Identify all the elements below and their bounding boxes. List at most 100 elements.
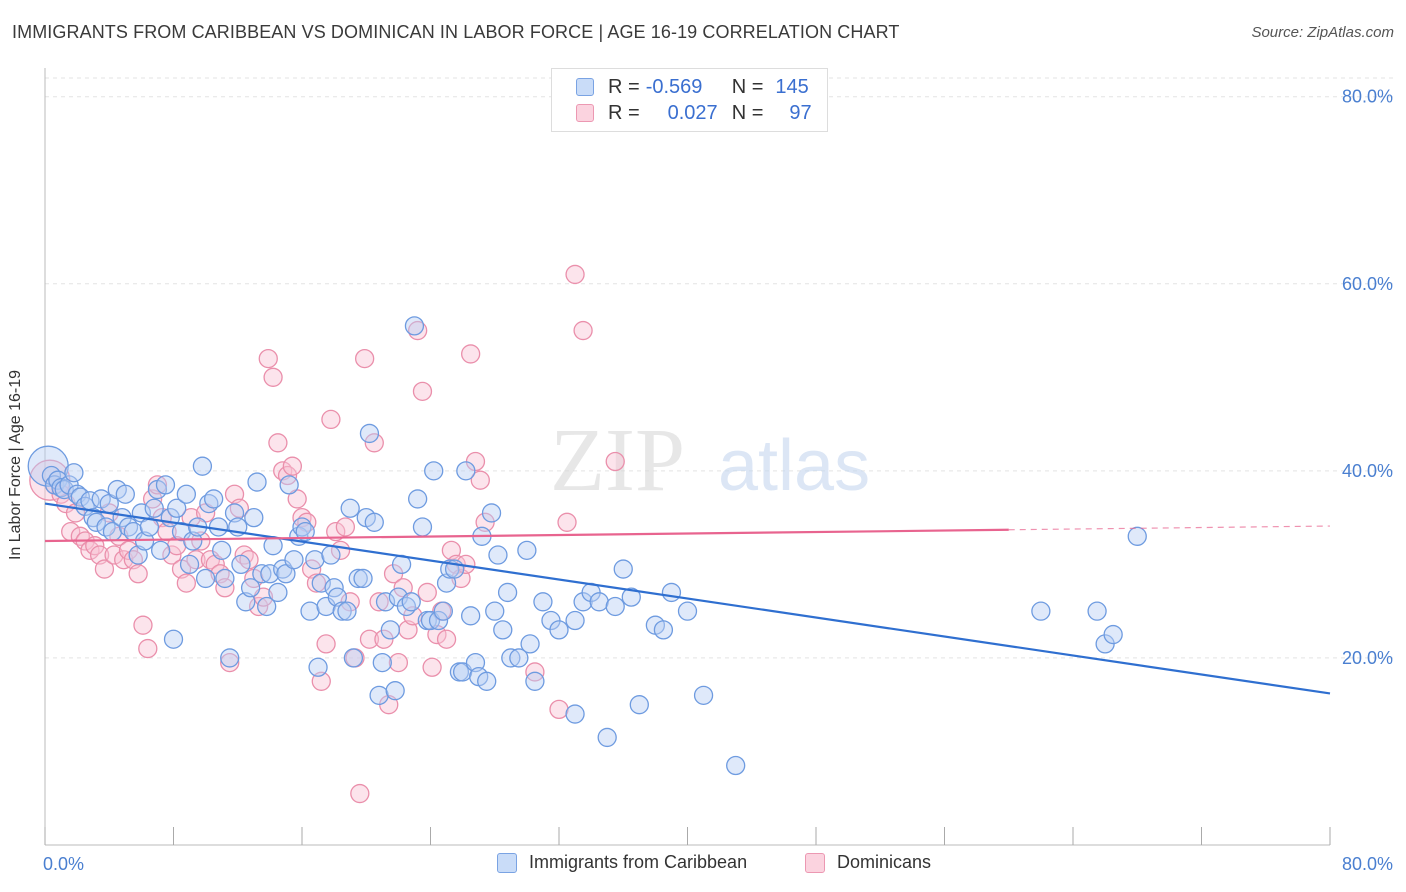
dominican-point xyxy=(220,652,240,673)
caribbean-point xyxy=(244,507,264,528)
series-legend-dominicans: Dominicans xyxy=(805,852,931,873)
caribbean-point xyxy=(284,550,304,570)
caribbean-point xyxy=(693,685,714,705)
caribbean-point xyxy=(247,472,267,492)
tick-labels: 20.0% 40.0% 60.0% 80.0% 0.0% 80.0% xyxy=(43,87,1393,874)
caribbean-point xyxy=(501,648,521,668)
caribbean-point xyxy=(353,568,373,589)
caribbean-point xyxy=(456,461,476,481)
dominican-point xyxy=(417,582,437,603)
y-tick-label: 80.0% xyxy=(1342,87,1393,107)
caribbean-point xyxy=(401,592,421,612)
legend-r-label: R = xyxy=(608,101,640,124)
series-legend-label-dominicans: Dominicans xyxy=(837,852,932,872)
caribbean-point xyxy=(300,601,320,621)
caribbean-point xyxy=(621,587,641,607)
dominican-point xyxy=(412,381,433,401)
caribbean-point xyxy=(497,582,518,603)
caribbean-point xyxy=(348,568,368,589)
caribbean-point xyxy=(677,601,698,621)
dominican-point xyxy=(427,624,447,645)
caribbean-point xyxy=(340,498,360,518)
dominican-point xyxy=(369,592,389,612)
dominican-point xyxy=(94,559,115,579)
dominican-point xyxy=(461,344,481,364)
y-tick-label: 60.0% xyxy=(1342,274,1393,294)
caribbean-point xyxy=(412,517,433,537)
dominican-point xyxy=(374,629,394,649)
series-legend-label-caribbean: Immigrants from Caribbean xyxy=(529,852,748,872)
caribbean-point xyxy=(1127,526,1147,546)
caribbean-point xyxy=(517,540,537,561)
chart-title: IMMIGRANTS FROM CARIBBEAN VS DOMINICAN I… xyxy=(12,22,900,42)
caribbean-point xyxy=(343,648,364,668)
caribbean-point xyxy=(605,596,625,617)
caribbean-point xyxy=(321,545,341,565)
dominican-point xyxy=(181,507,201,528)
caribbean-point xyxy=(461,606,481,626)
caribbean-point xyxy=(220,648,240,668)
caribbean-point xyxy=(1031,601,1051,621)
series-legend-swatch-dominicans xyxy=(805,852,825,873)
dominican-point xyxy=(104,545,124,565)
caribbean-point xyxy=(212,540,232,561)
caribbean-point xyxy=(86,512,107,532)
legend-n-label: N = xyxy=(731,75,764,98)
dominican-point xyxy=(565,264,585,285)
caribbean-point xyxy=(1087,601,1107,621)
dominican-point xyxy=(470,470,490,490)
legend-row-dominicans: R = 0.027 N = 97 xyxy=(576,101,812,125)
caribbean-point xyxy=(385,681,405,701)
trend-line-dominicans xyxy=(44,528,1009,543)
legend-swatch-caribbean xyxy=(576,78,594,96)
legend-n-value: 97 xyxy=(789,101,812,124)
dominican-point xyxy=(147,475,168,495)
dominican-point xyxy=(403,606,423,626)
caribbean-point xyxy=(128,545,148,565)
caribbean-point xyxy=(565,704,585,724)
caribbean-point xyxy=(726,755,746,776)
caribbean-point xyxy=(380,620,400,640)
caribbean-point xyxy=(268,582,288,603)
caribbean-point xyxy=(192,456,213,476)
dominican-point xyxy=(557,512,577,532)
legend-row-caribbean: R = -0.569 N = 145 xyxy=(576,75,809,99)
caribbean-point xyxy=(420,610,441,631)
dominican-point xyxy=(326,522,346,542)
legend-r-value: 0.027 xyxy=(667,101,718,124)
caribbean-point xyxy=(433,601,454,621)
dominican-point xyxy=(128,564,148,584)
dominican-point xyxy=(364,433,384,453)
data-points xyxy=(27,264,1147,804)
caribbean-point xyxy=(176,484,197,504)
caribbean-point xyxy=(428,610,449,631)
caribbean-point xyxy=(150,540,171,561)
caribbean-point xyxy=(364,512,384,532)
dominican-point xyxy=(321,409,341,430)
series-legend: Immigrants from Caribbean Dominicans xyxy=(0,852,1406,878)
caribbean-point xyxy=(369,685,389,705)
trend-line-caribbean xyxy=(44,502,1331,695)
caribbean-point xyxy=(337,601,357,621)
caribbean-point xyxy=(613,559,633,579)
caribbean-point xyxy=(485,601,505,621)
dominican-point xyxy=(422,657,442,677)
dominican-point xyxy=(138,638,158,659)
caribbean-point xyxy=(629,695,649,715)
caribbean-point xyxy=(404,316,425,336)
caribbean-point xyxy=(407,489,428,509)
caribbean-point xyxy=(509,648,529,668)
dominican-point xyxy=(354,348,375,369)
caribbean-point xyxy=(204,489,224,509)
caribbean-point xyxy=(488,545,508,565)
dominican-point xyxy=(263,367,283,387)
axes xyxy=(44,68,1331,846)
watermark-atlas: atlas xyxy=(718,426,870,506)
caribbean-point xyxy=(179,554,200,575)
caribbean-point xyxy=(520,634,540,654)
chart-source: Source: ZipAtlas.com xyxy=(1251,24,1394,41)
caribbean-point xyxy=(589,592,609,612)
dominican-point xyxy=(258,348,278,369)
caribbean-point xyxy=(112,507,132,528)
dominican-point xyxy=(359,629,380,649)
